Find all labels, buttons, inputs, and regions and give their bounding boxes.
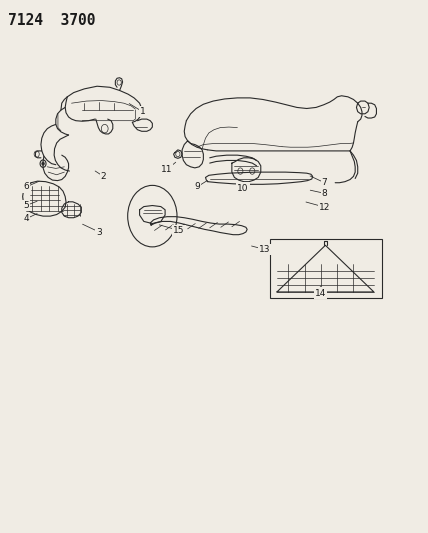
Text: 10: 10: [237, 183, 249, 192]
Text: 11: 11: [160, 166, 172, 174]
Text: 14: 14: [315, 288, 326, 297]
Text: 8: 8: [322, 189, 327, 198]
Text: 1: 1: [140, 107, 146, 116]
Text: 2: 2: [101, 172, 106, 181]
Text: 3: 3: [96, 228, 102, 237]
Text: 13: 13: [259, 245, 271, 254]
Text: 15: 15: [173, 226, 185, 235]
Text: 7: 7: [322, 178, 327, 187]
Text: 9: 9: [194, 182, 200, 191]
Text: 6: 6: [23, 182, 29, 191]
Text: 4: 4: [23, 214, 29, 223]
Text: 5: 5: [23, 201, 29, 210]
Circle shape: [42, 162, 45, 165]
Text: 12: 12: [319, 203, 330, 212]
Text: 7124  3700: 7124 3700: [8, 13, 95, 28]
